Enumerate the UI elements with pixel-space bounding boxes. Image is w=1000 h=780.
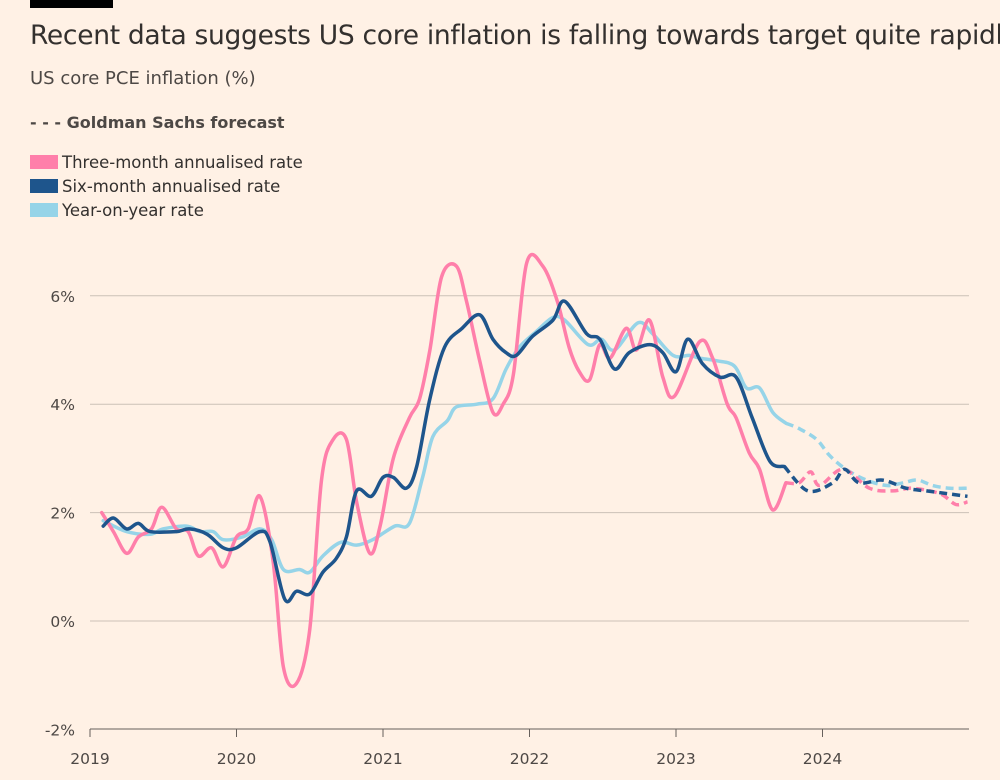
- legend-item-three-month: Three-month annualised rate: [30, 150, 303, 174]
- legend-item-year-on-year: Year-on-year rate: [30, 198, 303, 222]
- forecast-line-six-month-annualised-rate: [783, 465, 968, 499]
- x-tick-label: 2023: [656, 750, 695, 768]
- legend-item-six-month: Six-month annualised rate: [30, 174, 303, 198]
- y-tick-label: 0%: [50, 613, 75, 631]
- legend-swatch: [30, 155, 58, 169]
- x-tick-label: 2022: [510, 750, 549, 768]
- legend-label: Year-on-year rate: [62, 200, 204, 220]
- y-tick-label: 6%: [50, 288, 75, 306]
- forecast-line-three-month-annualised-rate: [785, 467, 969, 507]
- legend-swatch: [30, 203, 58, 217]
- series-line-six-month-annualised-rate: [101, 299, 787, 604]
- chart-title: Recent data suggests US core inflation i…: [30, 20, 1000, 51]
- x-tick-label: 2019: [70, 750, 109, 768]
- forecast-note: - - - Goldman Sachs forecast: [30, 113, 285, 132]
- legend: Three-month annualised rate Six-month an…: [30, 150, 303, 222]
- series-line-three-month-annualised-rate: [99, 252, 788, 689]
- chart-subtitle: US core PCE inflation (%): [30, 68, 256, 89]
- brand-bar: [30, 0, 113, 8]
- x-tick-label: 2021: [363, 750, 402, 768]
- legend-label: Three-month annualised rate: [62, 152, 303, 172]
- legend-swatch: [30, 179, 58, 193]
- y-tick-label: 2%: [50, 505, 75, 523]
- series-line-year-on-year-rate: [101, 314, 788, 575]
- x-tick-label: 2024: [803, 750, 842, 768]
- forecast-line-year-on-year-rate: [785, 421, 968, 491]
- y-tick-label: -2%: [45, 721, 75, 739]
- y-tick-label: 4%: [50, 396, 75, 414]
- legend-label: Six-month annualised rate: [62, 176, 281, 196]
- x-tick-label: 2020: [217, 750, 256, 768]
